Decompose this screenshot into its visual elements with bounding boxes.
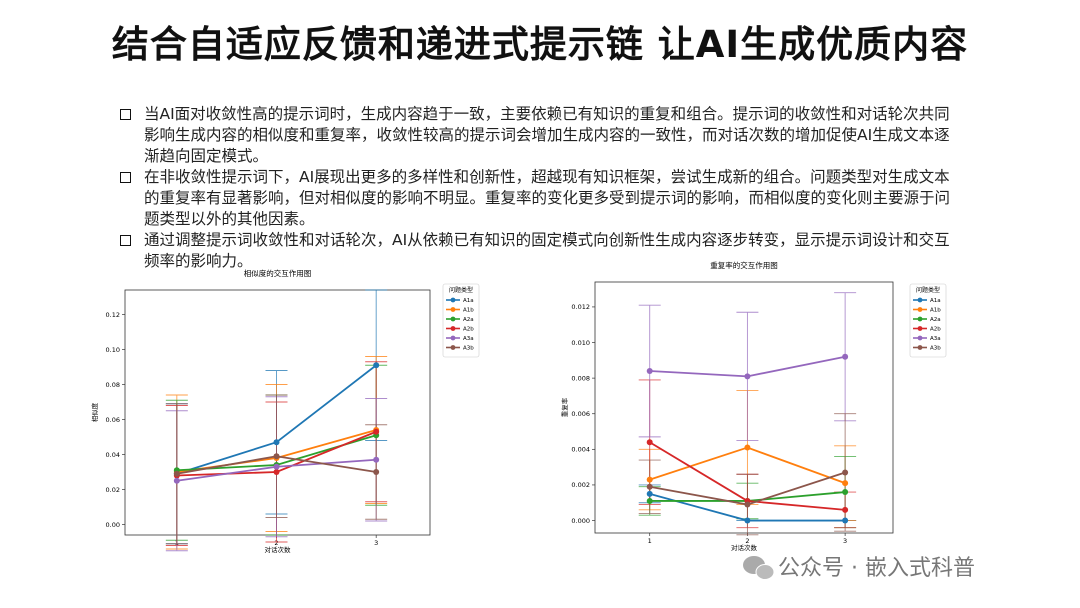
y-tick-label: 0.008 — [571, 374, 590, 382]
y-tick-label: 0.004 — [571, 446, 590, 454]
y-tick-label: 0.002 — [571, 481, 590, 489]
x-tick-label: 3 — [843, 537, 847, 545]
legend-title: 问题类型 — [916, 286, 940, 294]
y-axis-label: 重复率 — [560, 397, 569, 417]
data-point — [373, 456, 380, 463]
x-tick-label: 2 — [274, 539, 278, 547]
legend: 问题类型 A1a A1b A2a A2b A3a A3b — [442, 283, 480, 358]
legend-label: A1b — [930, 308, 941, 314]
x-axis-label: 对话次数 — [731, 543, 758, 552]
legend-label: A3b — [463, 346, 474, 352]
plot-frame — [124, 289, 431, 536]
legend-marker — [450, 345, 456, 350]
y-tick-label: 0.10 — [106, 346, 120, 354]
legend-marker — [450, 335, 456, 341]
watermark: 公众号 · 嵌入式科普 — [778, 556, 975, 581]
data-point — [646, 490, 653, 497]
legend-marker — [450, 316, 456, 322]
bullet: 当AI面对收敛性高的提示词时，生成内容趋于一致，主要依赖已有知识的重复和组合。提… — [118, 104, 958, 167]
legend-label: A1a — [930, 298, 941, 304]
data-point — [744, 501, 751, 508]
data-point — [744, 373, 751, 380]
y-tick-label: 0.00 — [106, 521, 120, 529]
data-point — [373, 428, 380, 435]
data-point — [646, 483, 653, 490]
data-point — [646, 439, 653, 446]
legend-marker — [450, 297, 456, 303]
legend-marker — [917, 326, 923, 331]
legend-marker — [917, 316, 923, 322]
legend: 问题类型 A1a A1b A2a A2b A3a A3b — [909, 283, 947, 358]
data-point — [842, 469, 849, 476]
data-point — [842, 506, 849, 513]
data-point — [173, 477, 180, 484]
data-point — [273, 469, 280, 475]
legend-marker — [450, 326, 456, 331]
legend-label: A3a — [463, 336, 474, 342]
x-axis-label: 对话次数 — [265, 545, 292, 554]
legend-label: A1a — [463, 298, 474, 304]
data-point — [646, 368, 653, 375]
x-tick-label: 3 — [374, 539, 378, 547]
legend-marker — [917, 335, 923, 341]
data-point — [273, 453, 280, 460]
slide-title: 结合自适应反馈和递进式提示链 让AI生成优质内容 — [111, 23, 969, 66]
y-tick-label: 0.010 — [571, 339, 590, 347]
data-point — [173, 470, 180, 477]
chart-title: 重复率的交互作用图 — [710, 260, 778, 270]
y-tick-label: 0.04 — [106, 451, 120, 459]
legend-label: A2b — [930, 327, 941, 333]
legend-label: A2b — [463, 327, 474, 333]
x-tick-label: 2 — [745, 537, 749, 545]
data-point — [842, 353, 849, 360]
data-point — [646, 497, 653, 504]
bullet: 通过调整提示词收敛性和对话轮次，AI从依赖已有知识的固定模式向创新性生成内容逐步… — [118, 230, 958, 272]
legend-marker — [917, 307, 923, 312]
y-tick-label: 0.02 — [106, 486, 120, 494]
y-tick-label: 0.12 — [106, 311, 120, 319]
legend-marker — [917, 345, 923, 350]
x-tick-label: 1 — [648, 537, 652, 545]
legend-title: 问题类型 — [449, 286, 473, 294]
legend-label: A2a — [930, 317, 941, 323]
y-tick-label: 0.000 — [571, 517, 590, 525]
bullet-list: 当AI面对收敛性高的提示词时，生成内容趋于一致，主要依赖已有知识的重复和组合。提… — [118, 104, 958, 272]
data-point — [842, 489, 849, 496]
data-point — [744, 517, 751, 524]
y-tick-label: 0.006 — [571, 410, 590, 418]
data-point — [646, 476, 653, 483]
legend-marker — [450, 307, 456, 312]
data-point — [744, 444, 751, 451]
data-point — [842, 480, 849, 487]
data-point — [842, 517, 849, 524]
y-tick-label: 0.06 — [106, 416, 120, 424]
y-tick-label: 0.08 — [106, 381, 120, 389]
chart-title: 相似度的交互作用图 — [244, 268, 312, 278]
data-point — [273, 439, 280, 446]
legend-label: A2a — [463, 317, 474, 323]
data-point — [373, 469, 380, 475]
legend-marker — [917, 297, 923, 303]
legend-label: A3b — [930, 346, 941, 352]
y-tick-label: 0.012 — [571, 303, 590, 311]
wechat-icon — [743, 556, 775, 580]
y-axis-label: 相似度 — [90, 402, 99, 422]
data-point — [273, 463, 280, 470]
bullet: 在非收敛性提示词下，AI展现出更多的多样性和创新性，超越现有知识框架，尝试生成新… — [118, 167, 958, 230]
legend-label: A3a — [930, 336, 941, 342]
legend-label: A1b — [463, 308, 474, 314]
plot-frame — [594, 281, 894, 534]
data-point — [373, 362, 380, 369]
